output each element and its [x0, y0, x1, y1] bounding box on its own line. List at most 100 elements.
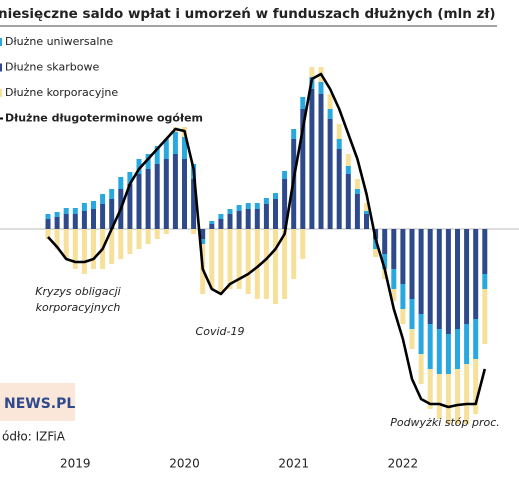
bar-segment [81, 229, 87, 274]
bar-segment [118, 229, 124, 259]
bar-segment [318, 94, 324, 229]
bar-segment [382, 254, 388, 269]
bar-segment [436, 329, 442, 374]
bar-segment [63, 214, 69, 229]
bar-segment [354, 179, 360, 189]
bar-segment [227, 229, 233, 289]
bar-segment [482, 229, 488, 274]
bar-segment [127, 229, 133, 254]
bar-segment [45, 214, 51, 219]
x-tick-label: 2020 [169, 457, 200, 471]
line [47, 72, 487, 409]
bar-segment [391, 229, 397, 269]
bar-segment [318, 82, 324, 94]
bar-segment [100, 204, 106, 229]
bar-segment [109, 199, 115, 229]
bar-segment [63, 208, 69, 214]
bar-segment [327, 109, 333, 119]
bar-segment [273, 199, 278, 229]
bar-segment [282, 179, 288, 229]
bar-segment [418, 314, 424, 354]
bar-segment [418, 354, 424, 384]
bar-segment [482, 289, 488, 344]
bar-segment [309, 67, 315, 77]
annotation: Podwyżki stóp proc. [390, 416, 500, 429]
bar-segment [300, 97, 306, 109]
bar-segment [464, 324, 470, 364]
bar-segment [200, 229, 206, 239]
legend-label: Dłużne uniwersalne [5, 35, 113, 48]
legend-marker [0, 89, 2, 97]
bar-segment [427, 324, 433, 369]
bar-segment [455, 369, 460, 424]
bar-segment [209, 224, 215, 229]
bar-segment [54, 212, 60, 217]
legend-label: Dłużne długoterminowe ogółem [5, 112, 203, 125]
bar-segment [282, 171, 288, 179]
bar-segment [336, 149, 342, 229]
bar-segment [263, 198, 269, 204]
bar-segment [227, 209, 233, 214]
bar-segment [473, 319, 479, 359]
bar-segment [364, 203, 369, 211]
bar-segment [236, 211, 242, 229]
bar-segment [91, 229, 96, 269]
bar-segment [354, 194, 360, 229]
bar-segment [373, 239, 379, 249]
bar-segment [436, 229, 442, 329]
bar-segment [327, 94, 333, 109]
x-tick-label: 2022 [388, 457, 419, 471]
bar-segment [218, 229, 224, 294]
legend-marker [0, 63, 2, 72]
bar-segment [227, 214, 233, 229]
bar-segment [345, 174, 351, 229]
bar-segment [236, 205, 242, 211]
bar-segment [436, 374, 442, 419]
bar-segment [91, 201, 96, 209]
bar-segment [54, 229, 60, 249]
bar-segment [72, 214, 78, 229]
bar-segment [455, 229, 460, 329]
x-tick-label: 2019 [60, 457, 91, 471]
bar-segment [327, 119, 333, 229]
bar-segment [263, 229, 269, 299]
bar-segment [409, 299, 415, 329]
bar-segment [200, 239, 206, 244]
bar-segment [400, 309, 406, 324]
bar-segment [54, 217, 60, 229]
legend-label: Dłużne korporacyjne [5, 86, 118, 99]
bar-segment [373, 249, 379, 257]
bar-segment [364, 211, 369, 214]
bar-segment [254, 209, 260, 229]
bar-segment [91, 209, 96, 229]
bar-segment [81, 211, 87, 229]
bar-segment [245, 203, 251, 209]
bar-segment [100, 194, 106, 204]
bar-segment [209, 229, 215, 289]
bar-segment [291, 129, 297, 139]
bar-segment [473, 359, 479, 414]
bar-segment [209, 221, 215, 224]
bar-segment [382, 229, 388, 254]
chart-title: niesięczne saldo wpłat i umorzeń w fundu… [0, 6, 496, 22]
bar-segment [145, 229, 151, 244]
bar-segment [245, 209, 251, 229]
bar-segment [409, 329, 415, 349]
bar-segment [263, 204, 269, 229]
bar-segment [45, 229, 51, 239]
bar-segment [136, 229, 142, 249]
annotation: Kryzys obligacji [35, 285, 120, 298]
bar-segment [354, 189, 360, 194]
bar-segment [445, 334, 451, 374]
bar-segment [154, 229, 160, 239]
bar-segment [154, 164, 160, 229]
bar-segment [154, 146, 160, 164]
bar-segment [300, 109, 306, 229]
bar-segment [254, 229, 260, 299]
bar-segment [81, 203, 87, 211]
bar-segment [109, 189, 115, 199]
bar-segment [45, 219, 51, 229]
bar-segment [172, 132, 178, 154]
bar-segment [72, 208, 78, 214]
legend-marker [0, 38, 2, 46]
